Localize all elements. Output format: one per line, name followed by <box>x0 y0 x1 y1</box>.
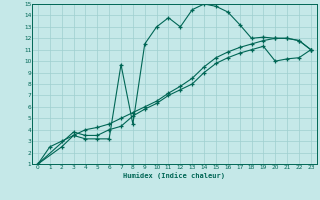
X-axis label: Humidex (Indice chaleur): Humidex (Indice chaleur) <box>124 172 225 179</box>
